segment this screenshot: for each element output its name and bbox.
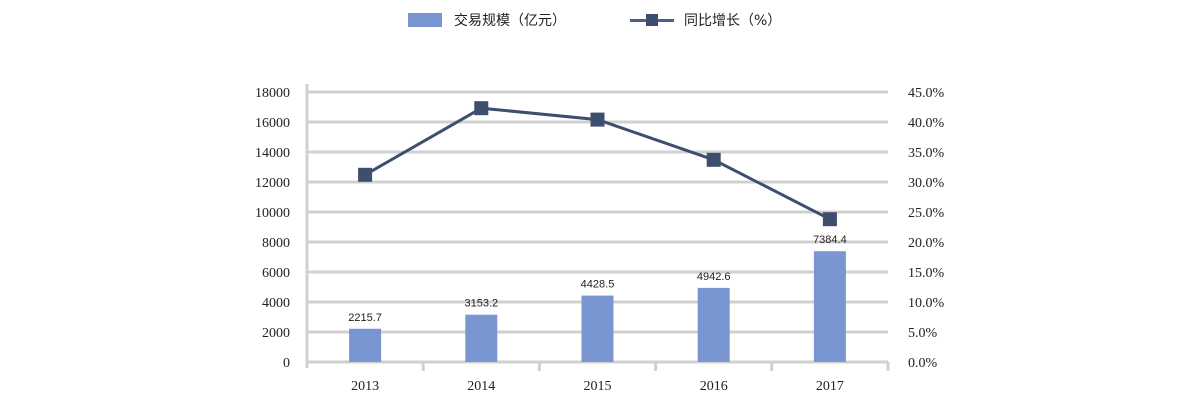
bar-value-label: 4942.6 <box>697 271 731 283</box>
x-axis-category-label: 2017 <box>816 379 844 394</box>
left-axis-tick-label: 6000 <box>262 266 290 281</box>
left-axis-tick-label: 10000 <box>255 206 290 221</box>
bar <box>465 314 498 362</box>
x-axis-category-label: 2014 <box>467 379 495 394</box>
x-axis-category-label: 2016 <box>700 379 728 394</box>
legend-item-bar: 交易规模（亿元） <box>408 10 566 30</box>
line-marker-swatch-icon <box>630 13 674 27</box>
line-marker <box>358 167 373 182</box>
left-axis-tick-label: 18000 <box>255 86 290 101</box>
right-axis-tick-label: 10.0% <box>908 296 945 311</box>
chart-legend: 交易规模（亿元） 同比增长（%） <box>0 10 1200 34</box>
right-axis-tick-label: 20.0% <box>908 236 945 251</box>
x-axis-category-label: 2013 <box>351 379 379 394</box>
right-axis-tick-label: 45.0% <box>908 86 945 101</box>
right-axis-tick-label: 35.0% <box>908 146 945 161</box>
left-axis-tick-label: 16000 <box>255 116 290 131</box>
left-axis-tick-label: 12000 <box>255 176 290 191</box>
bar <box>697 287 730 362</box>
left-axis-tick-label: 14000 <box>255 146 290 161</box>
x-axis: 2013 2014 2015 2016 2017 <box>351 362 890 394</box>
bar-series: 2215.7 3153.2 4428.5 4942.6 7384.4 <box>348 234 847 362</box>
bar-value-label: 4428.5 <box>581 279 615 291</box>
legend-item-line: 同比增长（%） <box>630 10 781 30</box>
bar <box>813 251 846 362</box>
left-axis-tick-label: 4000 <box>262 296 290 311</box>
bar <box>581 295 614 362</box>
left-axis: 0 2000 4000 6000 8000 10000 12000 14000 16000 180… <box>255 84 309 371</box>
gridlines <box>307 90 888 364</box>
left-axis-tick-label: 2000 <box>262 326 290 341</box>
right-axis-tick-label: 5.0% <box>908 326 938 341</box>
x-axis-category-label: 2015 <box>584 379 612 394</box>
bar-value-label: 7384.4 <box>813 234 847 246</box>
right-axis-tick-label: 25.0% <box>908 206 945 221</box>
left-axis-tick-label: 0 <box>283 356 290 371</box>
right-axis-tick-label: 40.0% <box>908 116 945 131</box>
line-marker <box>822 212 837 227</box>
legend-line-label: 同比增长（%） <box>684 13 782 29</box>
bar-value-label: 2215.7 <box>348 312 382 324</box>
line-marker <box>590 112 605 127</box>
line-marker <box>474 101 489 116</box>
line-series <box>358 101 837 227</box>
right-axis-tick-label: 0.0% <box>908 356 938 371</box>
bar <box>349 328 382 362</box>
line-marker <box>706 152 721 167</box>
bar-swatch-icon <box>408 13 442 27</box>
bar-value-label: 3153.2 <box>464 298 498 310</box>
left-axis-tick-label: 8000 <box>262 236 290 251</box>
right-axis-tick-label: 15.0% <box>908 266 945 281</box>
legend-bar-label: 交易规模（亿元） <box>454 13 566 29</box>
right-axis: 0.0% 5.0% 10.0% 15.0% 20.0% 25.0% 30.0% 35.0% 40… <box>908 86 945 371</box>
right-axis-tick-label: 30.0% <box>908 176 945 191</box>
